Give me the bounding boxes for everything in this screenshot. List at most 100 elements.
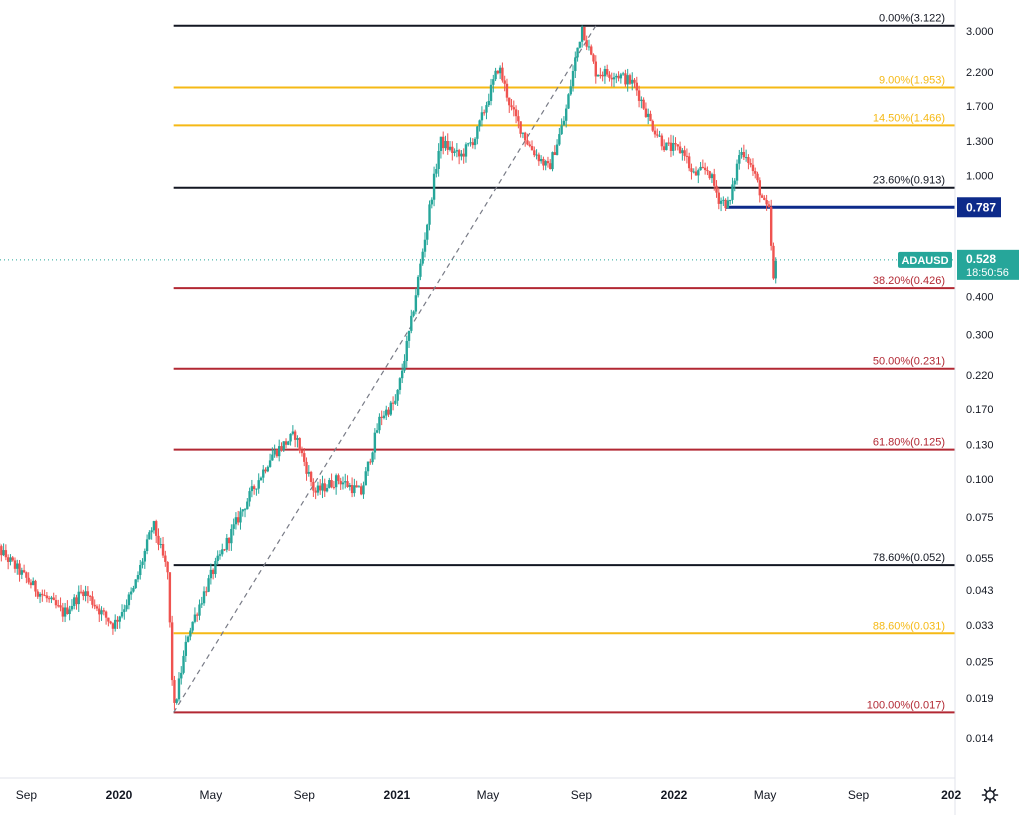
candle <box>567 93 570 109</box>
candle <box>683 145 686 161</box>
candle <box>243 507 247 518</box>
candle-body <box>373 432 377 453</box>
candle-body <box>218 554 222 556</box>
candle-body <box>687 156 691 169</box>
price-axis-tick: 1.000 <box>966 171 994 183</box>
candle-body <box>747 157 750 164</box>
candle <box>157 528 160 551</box>
candle <box>161 536 165 558</box>
fib-level-label: 14.50%(1.466) <box>873 112 945 124</box>
candle-body <box>152 521 156 531</box>
candle <box>592 53 595 64</box>
candle-body <box>592 54 595 62</box>
candle-body <box>421 251 424 264</box>
candle <box>583 26 586 41</box>
candle-body <box>155 521 158 536</box>
candle <box>152 520 156 534</box>
candle-body <box>508 97 511 106</box>
candle-body <box>603 68 607 77</box>
candle <box>364 467 367 486</box>
candle <box>13 557 17 573</box>
candle <box>141 558 144 569</box>
chart-settings-icon[interactable] <box>978 783 1002 807</box>
candle-body <box>672 143 675 151</box>
candle <box>344 473 347 489</box>
candle-body <box>191 621 194 631</box>
candle-body <box>517 116 520 122</box>
candle <box>353 478 356 497</box>
candle <box>646 108 650 125</box>
candle-body <box>462 153 465 157</box>
candle <box>207 574 210 593</box>
candle <box>633 78 636 88</box>
candle-body <box>202 591 206 604</box>
candle <box>699 161 702 171</box>
candle <box>396 389 399 407</box>
candle <box>542 156 545 171</box>
candle-body <box>649 113 652 121</box>
candle-body <box>111 623 115 629</box>
candle-body <box>455 150 459 152</box>
candle-body <box>362 485 365 495</box>
candle <box>382 410 386 420</box>
candle-body <box>494 70 497 80</box>
candle-body <box>742 151 746 158</box>
time-axis-tick: Sep <box>571 788 593 802</box>
candle-body <box>223 549 226 551</box>
candle-body <box>100 610 103 615</box>
candle <box>603 65 607 84</box>
candle <box>239 507 242 530</box>
candle <box>626 68 629 92</box>
candle-body <box>610 77 613 80</box>
candle-body <box>726 200 730 209</box>
candle-body <box>353 485 356 494</box>
candle <box>196 612 199 622</box>
price-axis-tick: 0.220 <box>966 370 994 382</box>
candle <box>544 159 547 171</box>
candle-body <box>271 454 274 461</box>
candle <box>287 440 290 446</box>
candle <box>733 178 736 192</box>
candle-body <box>464 144 468 157</box>
candle <box>177 672 181 702</box>
candle-body <box>246 501 249 510</box>
time-axis-tick: Sep <box>16 788 38 802</box>
candle <box>180 666 183 685</box>
candle-body <box>79 591 83 593</box>
candle <box>9 554 12 566</box>
candle <box>471 138 475 149</box>
candle <box>296 435 299 448</box>
candle <box>594 55 597 84</box>
candle-body <box>530 146 534 151</box>
candle <box>649 110 652 122</box>
candle-body <box>289 433 292 442</box>
candle <box>713 168 716 191</box>
candle <box>139 560 142 580</box>
candle-body <box>569 86 572 95</box>
candle-body <box>676 144 679 147</box>
candle <box>227 537 231 551</box>
candle-body <box>560 125 563 135</box>
candle <box>86 586 90 604</box>
candle <box>271 447 274 461</box>
candle-body <box>760 195 764 198</box>
candle <box>772 242 775 280</box>
candle-body <box>337 475 340 481</box>
candle <box>517 110 520 129</box>
candle-body <box>173 680 176 703</box>
candle <box>441 131 445 155</box>
candle-body <box>350 484 354 494</box>
candle <box>551 151 554 172</box>
price-axis-tick: 3.000 <box>966 26 994 38</box>
candle <box>469 137 472 147</box>
candle <box>32 577 35 586</box>
candle <box>61 602 65 622</box>
candle <box>145 534 149 555</box>
candle-body <box>375 430 379 433</box>
candle-body <box>225 537 229 550</box>
candle-body <box>656 134 659 136</box>
candle <box>273 444 276 458</box>
